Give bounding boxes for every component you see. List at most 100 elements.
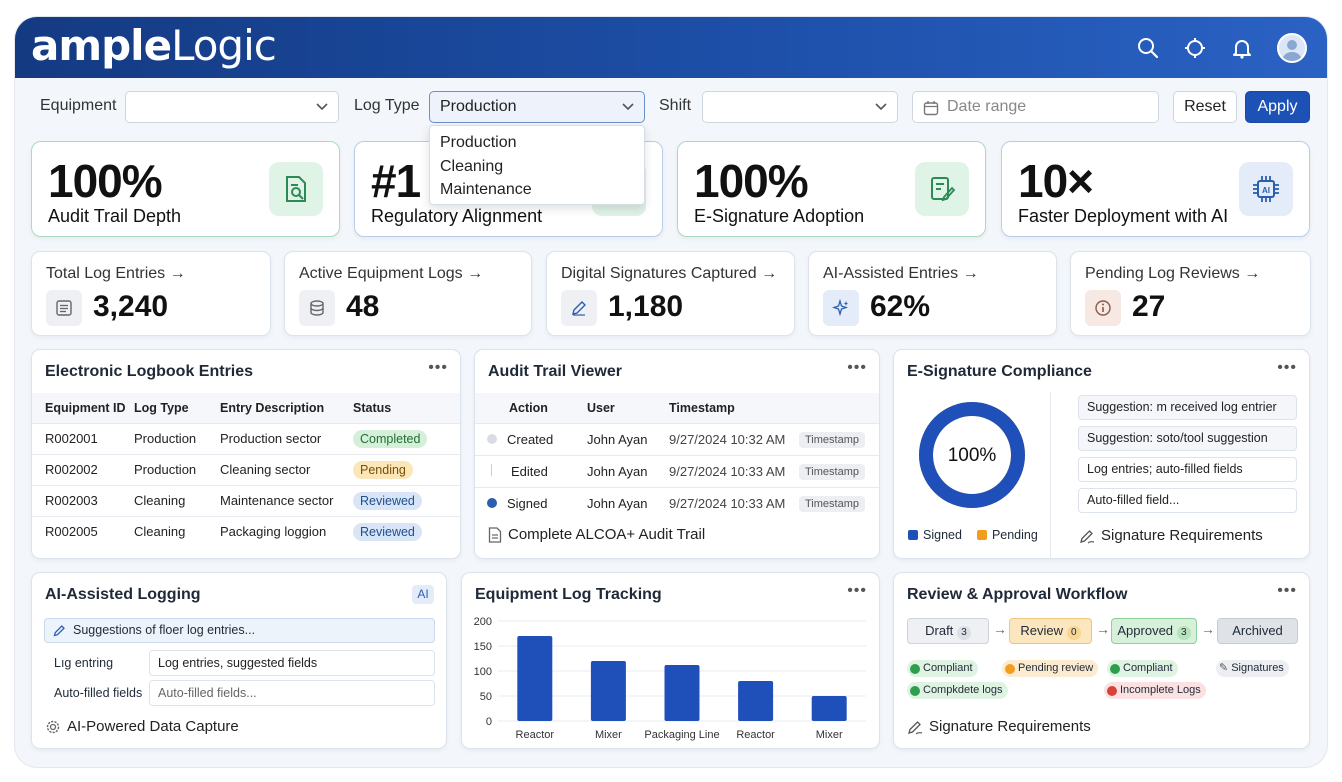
- column-header: Equipment ID: [32, 393, 134, 423]
- more-options-icon[interactable]: •••: [1277, 582, 1297, 599]
- app-frame: ampleLogic Equipment Log Type Production…: [15, 17, 1327, 767]
- x-tick-label: Mixer: [595, 729, 622, 741]
- signature-requirements-link[interactable]: Signature Requirements: [907, 718, 1091, 735]
- reset-button[interactable]: Reset: [1173, 91, 1237, 123]
- cell-action: Created: [507, 431, 554, 447]
- table-row[interactable]: Created John Ayan 9/27/2024 10:32 AM Tim…: [475, 422, 879, 455]
- workflow-step-approved[interactable]: Approved 3: [1111, 618, 1197, 644]
- table-row[interactable]: R002002 Production Cleaning sector Pendi…: [32, 453, 460, 485]
- log-type-select[interactable]: Production: [429, 91, 645, 123]
- calendar-icon: [923, 101, 939, 116]
- cell-description: Cleaning sector: [220, 453, 353, 485]
- ai-suggestion-bar[interactable]: Suggestions of floer log entries...: [44, 618, 435, 643]
- y-tick-label: 150: [474, 641, 492, 653]
- cell-action: Edited: [511, 463, 548, 479]
- top-navigation-bar: ampleLogic: [15, 17, 1327, 78]
- bar[interactable]: [517, 636, 553, 721]
- stat-card-ai-assisted-entries[interactable]: AI-Assisted Entries → 62%: [808, 251, 1057, 336]
- workflow-step-review[interactable]: Review 0: [1009, 618, 1092, 644]
- document-search-icon: [269, 162, 323, 216]
- log-type-filter-label: Log Type: [354, 97, 420, 114]
- user-avatar[interactable]: [1277, 33, 1307, 63]
- stat-title: Pending Log Reviews →: [1085, 265, 1261, 282]
- x-tick-label: Packaging Line: [644, 729, 719, 741]
- stat-title: Active Equipment Logs →: [299, 265, 484, 282]
- x-tick-label: Reactor: [516, 729, 555, 741]
- pencil-icon: [53, 625, 65, 637]
- workflow-step-draft[interactable]: Draft 3: [907, 618, 989, 644]
- stat-card-digital-signatures[interactable]: Digital Signatures Captured → 1,180: [546, 251, 795, 336]
- table-header-row: Action User Timestamp: [475, 393, 879, 423]
- stat-card-pending-log-reviews[interactable]: Pending Log Reviews → 27: [1070, 251, 1311, 336]
- donut-center-label: 100%: [948, 445, 997, 466]
- cell-timestamp: 9/27/2024 10:33 AM: [669, 486, 799, 519]
- panel-title: Equipment Log Tracking: [475, 586, 662, 603]
- dropdown-option-maintenance[interactable]: Maintenance: [440, 181, 532, 198]
- sparkle-icon: [823, 290, 859, 326]
- more-options-icon[interactable]: •••: [847, 359, 867, 376]
- column-header: Timestamp: [669, 393, 879, 423]
- cell-equipment-id: R002001: [32, 422, 134, 454]
- bar[interactable]: [811, 696, 847, 721]
- kpi-value: 100%: [694, 155, 809, 207]
- signature-icon: [915, 162, 969, 216]
- apply-button[interactable]: Apply: [1245, 91, 1310, 123]
- ample-logic-logo[interactable]: ampleLogic: [31, 21, 277, 70]
- table-row[interactable]: R002005 Cleaning Packaging loggion Revie…: [32, 515, 460, 547]
- chevron-down-icon: [622, 103, 634, 111]
- cell-log-type: Production: [134, 453, 220, 485]
- bell-icon[interactable]: [1229, 35, 1255, 61]
- more-options-icon[interactable]: •••: [847, 582, 867, 599]
- cell-equipment-id: R002003: [32, 484, 134, 516]
- kpi-value: #1: [371, 155, 421, 207]
- log-type-dropdown-menu: Production Cleaning Maintenance: [429, 125, 645, 205]
- more-options-icon[interactable]: •••: [428, 359, 448, 376]
- auto-filled-fields-input[interactable]: Auto-filled fields...: [149, 680, 435, 706]
- field-label: Lıg entring: [54, 656, 114, 670]
- suggestion-item[interactable]: Suggestion: m received log entrier: [1078, 395, 1297, 420]
- audit-trail-footer[interactable]: Complete ALCOA+ Audit Trail: [488, 526, 705, 543]
- stat-value: 27: [1132, 290, 1166, 323]
- dropdown-option-production[interactable]: Production: [440, 134, 517, 151]
- table-row[interactable]: Edited John Ayan 9/27/2024 10:33 AM Time…: [475, 454, 879, 487]
- bar[interactable]: [738, 681, 774, 721]
- kpi-label: Audit Trail Depth: [48, 206, 182, 226]
- search-icon[interactable]: [1135, 35, 1161, 61]
- signature-requirements-link[interactable]: Signature Requirements: [1079, 527, 1263, 544]
- suggestion-item[interactable]: Suggestion: soto/tool suggestion: [1078, 426, 1297, 451]
- target-icon[interactable]: [1182, 35, 1208, 61]
- table-row[interactable]: R002001 Production Production sector Com…: [32, 422, 460, 454]
- stat-card-total-log-entries[interactable]: Total Log Entries → 3,240: [31, 251, 271, 336]
- kpi-label: Faster Deployment with AI: [1018, 206, 1229, 226]
- timeline-dot: [487, 433, 497, 444]
- audit-trail-panel: Audit Trail Viewer ••• Action User Times…: [474, 349, 880, 559]
- dropdown-option-cleaning[interactable]: Cleaning: [440, 157, 504, 175]
- equipment-select[interactable]: [125, 91, 339, 123]
- column-header: Log Type: [134, 393, 220, 423]
- cell-action: Signed: [507, 495, 548, 511]
- signed-donut-chart: 100%: [919, 402, 1025, 508]
- review-approval-workflow-panel: Review & Approval Workflow ••• Draft 3 → …: [893, 572, 1310, 749]
- suggestion-item[interactable]: Log entries; auto-filled fields: [1078, 457, 1297, 482]
- date-range-input[interactable]: Date range: [912, 91, 1159, 123]
- timestamp-badge: Timestamp: [799, 431, 865, 448]
- signed-arc: [919, 402, 1025, 508]
- stat-value: 3,240: [93, 290, 169, 323]
- shift-select[interactable]: [702, 91, 898, 123]
- workflow-step-archived[interactable]: Archived: [1217, 618, 1298, 644]
- kpi-label: Regulatory Alignment: [371, 206, 543, 226]
- status-badge: Reviewed: [353, 491, 422, 510]
- status-badge: Pending: [353, 460, 413, 479]
- table-row[interactable]: Signed John Ayan 9/27/2024 10:33 AM Time…: [475, 486, 879, 519]
- bar[interactable]: [664, 665, 700, 721]
- cell-timestamp: 9/27/2024 10:33 AM: [669, 454, 799, 487]
- kpi-value: 100%: [48, 155, 163, 207]
- log-entry-field[interactable]: Log entries, suggested fields: [149, 650, 435, 676]
- stat-value: 1,180: [608, 290, 684, 323]
- stat-card-active-equipment-logs[interactable]: Active Equipment Logs → 48: [284, 251, 532, 336]
- svg-text:AI: AI: [1262, 186, 1270, 195]
- bar[interactable]: [590, 661, 626, 721]
- table-row[interactable]: R002003 Cleaning Maintenance sector Revi…: [32, 484, 460, 516]
- more-options-icon[interactable]: •••: [1277, 359, 1297, 376]
- suggestion-item[interactable]: Auto-filled field...: [1078, 488, 1297, 513]
